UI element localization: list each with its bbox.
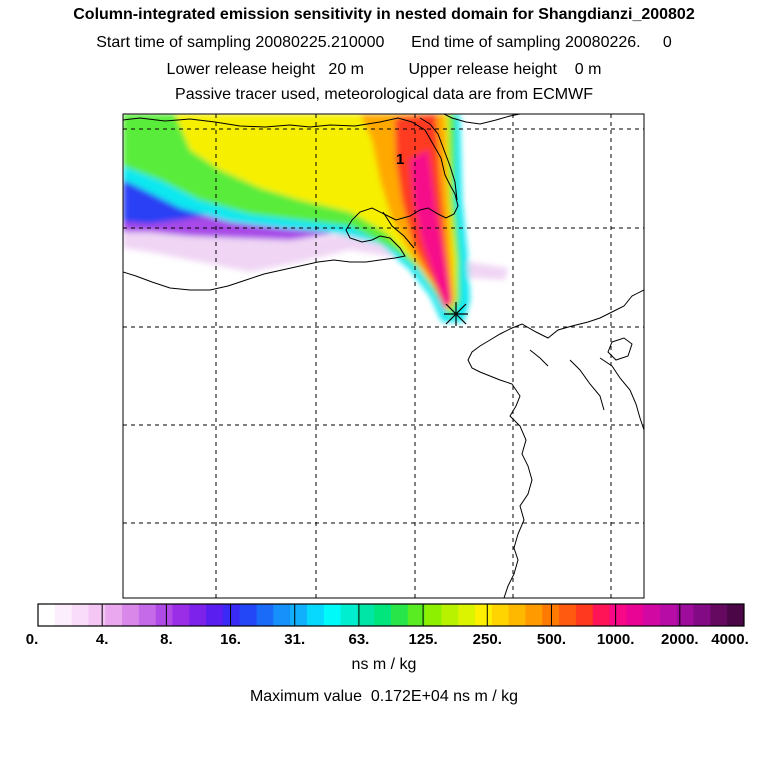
tracer-info-line: Passive tracer used, meteorological data…	[175, 86, 593, 103]
colorbar-cell	[727, 604, 745, 626]
colorbar-cell	[340, 604, 358, 626]
colorbar-cell	[357, 604, 375, 626]
colorbar-cell	[138, 604, 157, 626]
colorbar-cell	[206, 604, 224, 626]
colorbar-cell	[122, 604, 140, 626]
colorbar-cell	[508, 604, 526, 626]
colorbar-cell	[441, 604, 459, 626]
colorbar-cell	[525, 604, 543, 626]
colorbar-cell	[54, 604, 73, 626]
colorbar-tick-label: 250.	[472, 631, 502, 648]
colorbar-cell	[189, 604, 207, 626]
colorbar-cell	[710, 604, 728, 626]
map-frame	[122, 113, 645, 599]
colorbar-cell	[475, 604, 493, 626]
colorbar-tick-label: 16.	[220, 631, 241, 648]
colorbar-cell	[105, 604, 123, 626]
marker-label: 1	[396, 151, 404, 168]
sensitivity-field	[123, 114, 508, 322]
colorbar-cell	[676, 604, 695, 626]
grid-lines	[123, 114, 644, 598]
colorbar-cell	[239, 604, 258, 626]
colorbar-tick-label: 125.	[408, 631, 438, 648]
colorbar-cell	[592, 604, 611, 626]
colorbar-cell	[306, 604, 325, 626]
colorbar-cell	[273, 604, 291, 626]
plot-title: Column-integrated emission sensitivity i…	[73, 6, 695, 23]
colorbar-tick-label: 8.	[160, 631, 173, 648]
colorbar-tick-label: 4000.	[711, 631, 749, 648]
colorbar-cell	[71, 604, 89, 626]
colorbar-tick-label: 31.	[284, 631, 306, 648]
colorbar-cell	[38, 604, 56, 626]
colorbar-cell	[609, 604, 627, 626]
sampling-time-line: Start time of sampling 20080225.210000 E…	[96, 34, 672, 51]
colorbar-tick-label: 4.	[95, 631, 109, 648]
colorbar-units: ns m / kg	[351, 656, 417, 673]
colorbar-cell	[693, 604, 711, 626]
colorbar-cell	[290, 604, 308, 626]
colorbar-cell	[659, 604, 678, 626]
colorbar-cell	[222, 604, 241, 626]
colorbar-cell	[88, 604, 106, 626]
colorbar-cell	[491, 604, 510, 626]
colorbar-cell	[407, 604, 426, 626]
colorbar-tick-label: 2000.	[661, 631, 699, 648]
colorbar-cell	[172, 604, 190, 626]
colorbar-tick-label: 1000.	[596, 631, 635, 648]
colorbar-cell	[626, 604, 644, 626]
colorbar-cell	[323, 604, 342, 626]
colorbar-cell	[155, 604, 173, 626]
colorbar-tick-label: 63.	[348, 631, 370, 648]
colorbar-cell	[391, 604, 409, 626]
coastline	[123, 114, 644, 598]
colorbar-cell	[643, 604, 661, 626]
colorbar-cell	[542, 604, 560, 626]
colorbar-tick-label: 500.	[536, 631, 567, 648]
field-magenta-core	[410, 150, 452, 308]
colorbar-cell	[424, 604, 442, 626]
colorbar-cell	[458, 604, 476, 626]
colorbar-frame	[37, 603, 745, 627]
colorbar-cell	[256, 604, 274, 626]
maximum-value: Maximum value 0.172E+04 ns m / kg	[249, 688, 519, 705]
colorbar-cell	[374, 604, 392, 626]
colorbar-cell	[559, 604, 577, 626]
release-height-line: Lower release height 20 m Upper release …	[166, 61, 602, 78]
colorbar-cell	[575, 604, 594, 626]
receptor-star-icon	[444, 302, 468, 326]
colorbar-tick-label: 0.	[25, 631, 39, 648]
